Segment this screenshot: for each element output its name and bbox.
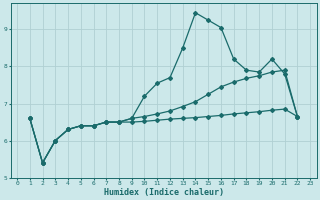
X-axis label: Humidex (Indice chaleur): Humidex (Indice chaleur) [104,188,224,197]
